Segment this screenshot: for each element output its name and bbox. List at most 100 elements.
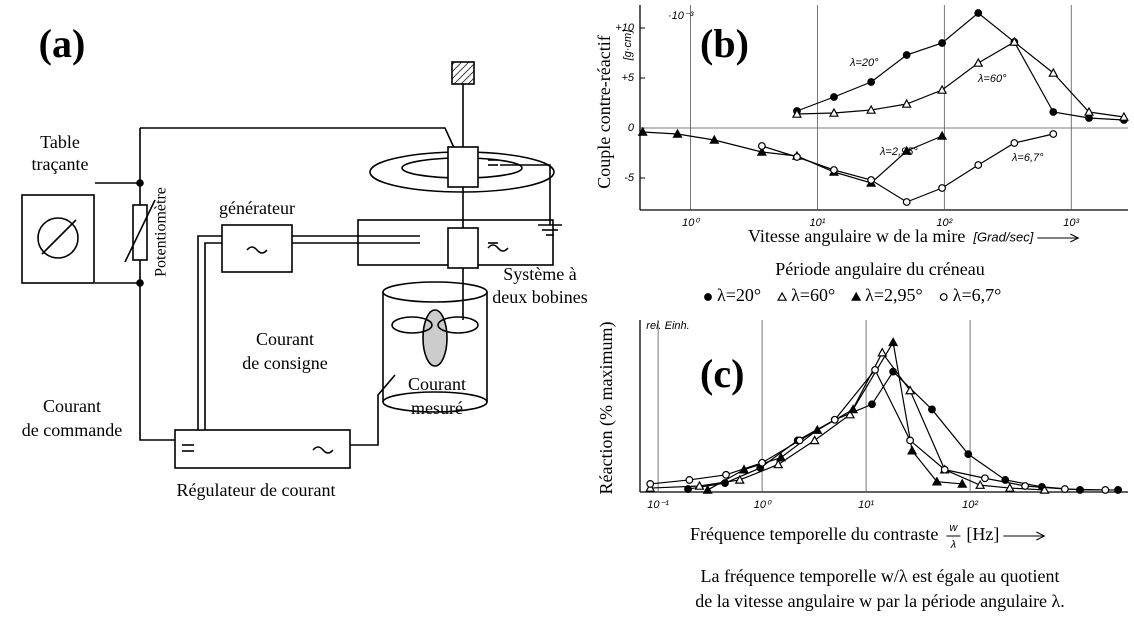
x-axis-label: Fréquence temporelle du contraste [690, 524, 938, 544]
series-line [761, 133, 1054, 203]
label: Courant [256, 329, 314, 349]
marker [1049, 108, 1058, 116]
legend-title: Période angulaire du créneau [775, 259, 984, 279]
axis-arrowhead [1036, 531, 1046, 541]
marker [1060, 485, 1069, 493]
wing [391, 316, 433, 334]
marker [1048, 67, 1059, 77]
wire [197, 235, 222, 430]
marker [684, 485, 692, 493]
insect [422, 309, 448, 367]
x-tick-label: 10³ [1063, 217, 1079, 229]
label: Courant [43, 396, 101, 416]
y-tick-label: 0 [628, 122, 635, 134]
marker [1009, 36, 1020, 46]
marker [957, 478, 968, 488]
marker [877, 347, 888, 357]
x-unit: [Grad/sec] [972, 229, 1033, 244]
marker [791, 108, 802, 118]
marker [1118, 111, 1129, 121]
marker [964, 450, 973, 459]
legend-entry: λ=60° [791, 285, 835, 305]
x-unit-denominator: λ [950, 539, 956, 551]
marker [1021, 482, 1029, 490]
marker [888, 337, 899, 347]
x-tick-label: 10⁻¹ [647, 499, 669, 511]
series-label: λ=20° [849, 57, 879, 69]
label: de consigne [242, 353, 327, 373]
marker [756, 146, 767, 156]
label: générateur [219, 198, 295, 218]
marker [973, 57, 984, 67]
marker [702, 484, 713, 494]
wire [139, 128, 175, 441]
marker [902, 51, 911, 59]
marker [773, 459, 784, 469]
drum-top [382, 281, 488, 303]
marker [928, 405, 936, 414]
marker [672, 128, 683, 138]
x-tick-label: 10¹ [809, 217, 825, 229]
marker [1083, 106, 1095, 116]
legend-marker [851, 291, 862, 301]
marker [1010, 139, 1019, 147]
y-tick-label: +5 [621, 72, 634, 84]
marker [828, 107, 839, 117]
marker [1114, 486, 1122, 494]
marker [907, 445, 918, 455]
marker [905, 385, 916, 395]
panel-label: (b) [700, 21, 749, 66]
marker [867, 176, 876, 184]
marker [775, 452, 787, 462]
marker [795, 436, 804, 445]
legend-marker [777, 291, 788, 301]
x-unit: [Hz] [966, 524, 999, 544]
marker [646, 480, 655, 488]
series-line [687, 370, 1119, 491]
label: Potentiomètre [153, 187, 170, 277]
marker [975, 479, 986, 489]
marker [757, 142, 766, 150]
marker [866, 104, 877, 114]
marker [685, 476, 694, 484]
wire [500, 164, 551, 225]
y-tick-label: -5 [624, 172, 635, 184]
marker [871, 365, 879, 374]
series-line [796, 12, 1124, 121]
wing [437, 316, 479, 334]
ac-symbol [246, 246, 268, 254]
suspension [451, 61, 475, 85]
legend-entry: λ=20° [717, 285, 761, 305]
coil [447, 146, 479, 188]
x-tick-label: 10⁰ [754, 499, 772, 511]
marker [868, 400, 876, 409]
x-axis-label: Vitesse angulaire w de la mire [748, 226, 965, 246]
x-tick-label: 10² [962, 499, 978, 511]
caption: La fréquence temporelle w/λ est égale au… [700, 566, 1059, 586]
y-tick-label: +10 [615, 22, 635, 34]
caption: de la vitesse angulaire w par la période… [695, 591, 1065, 611]
marker [867, 78, 876, 86]
label: mesuré [411, 398, 463, 418]
label: traçante [32, 154, 89, 174]
wire [350, 374, 396, 446]
series-line [796, 41, 1125, 118]
panel-label: (c) [700, 351, 744, 396]
marker [937, 84, 948, 94]
series-line [650, 351, 1045, 491]
legend-marker [939, 293, 948, 301]
marker [938, 39, 946, 47]
x-tick-label: 10² [936, 217, 952, 229]
marker [709, 134, 720, 144]
regulator-box [174, 429, 351, 469]
label: Table [40, 132, 80, 152]
marker [901, 98, 912, 108]
marker [694, 480, 705, 490]
legend-entry: λ=6,7° [953, 285, 1002, 305]
marker [734, 474, 745, 484]
wire [204, 242, 222, 430]
marker [637, 126, 648, 136]
legend-marker [704, 293, 712, 301]
marker [974, 161, 983, 169]
marker [1049, 130, 1058, 138]
